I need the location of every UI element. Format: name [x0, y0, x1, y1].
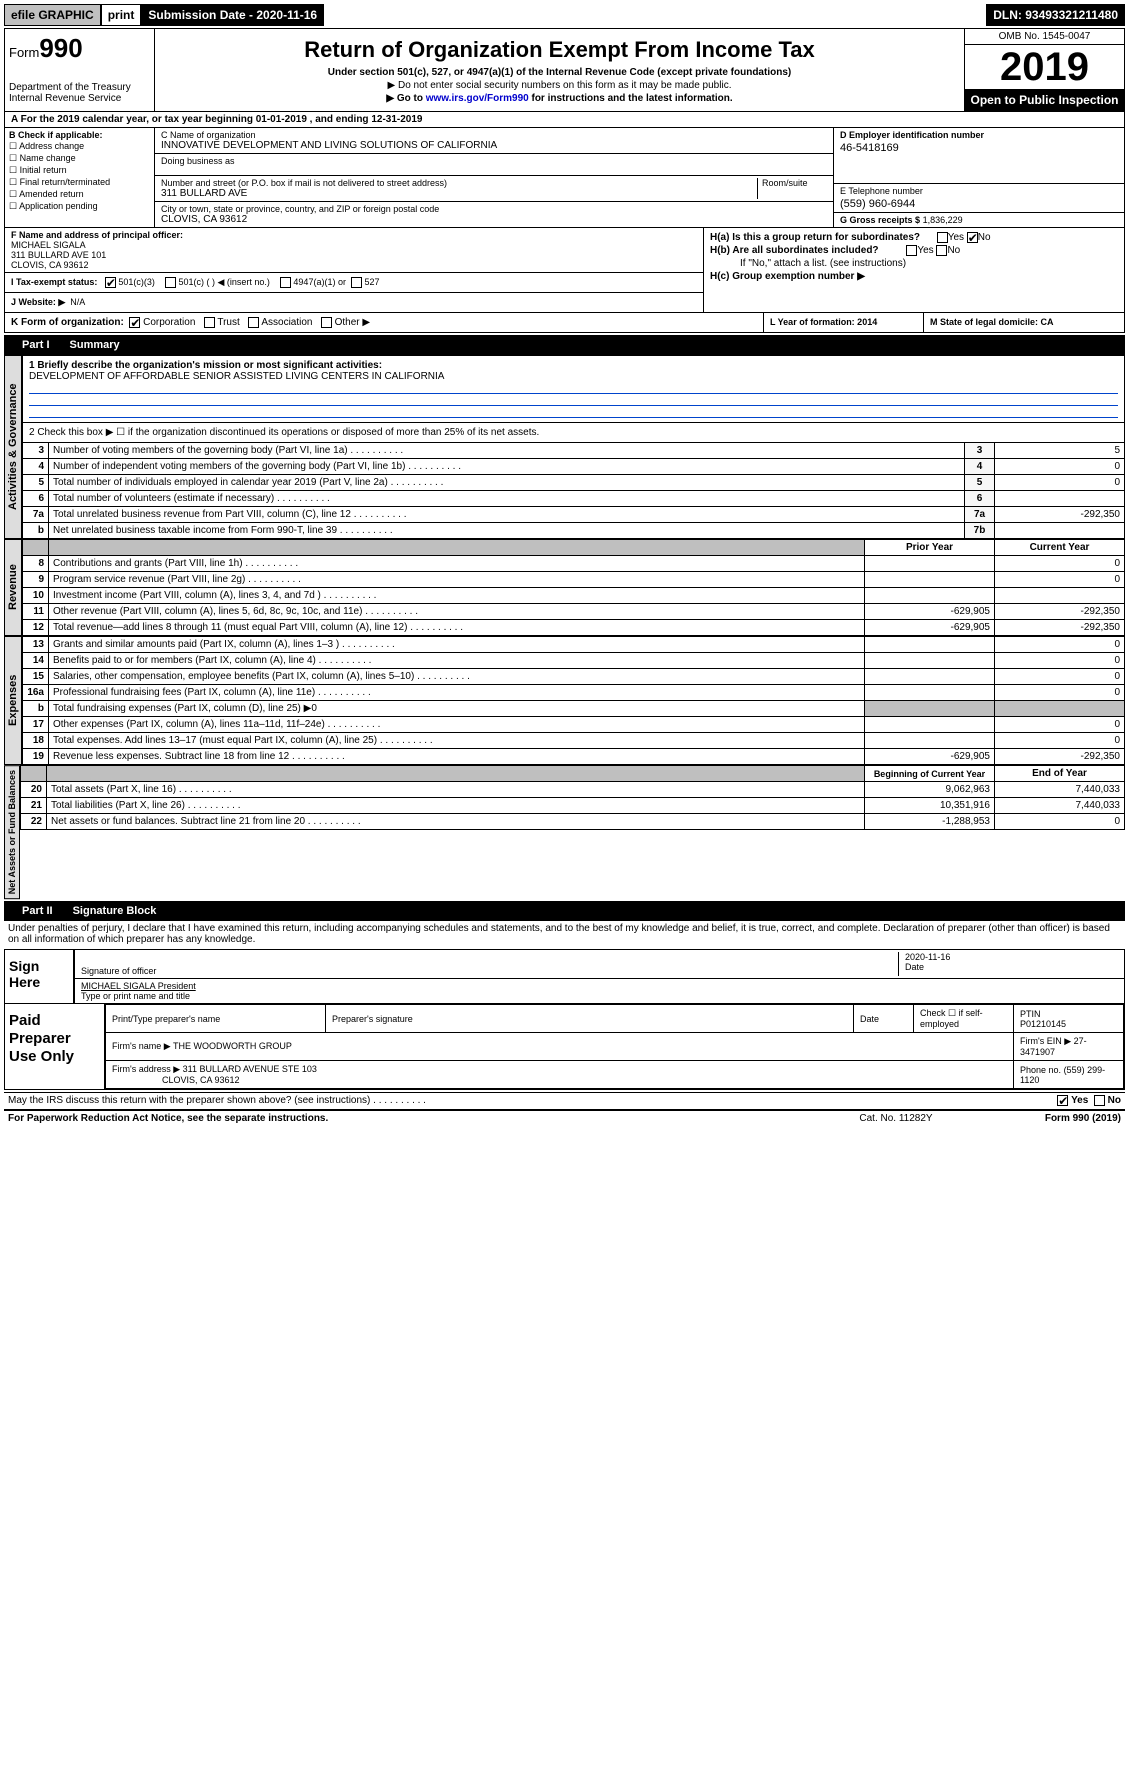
prep-date-label: Date — [854, 1005, 914, 1033]
chk-assoc[interactable] — [248, 317, 259, 328]
top-action-bar: efile GRAPHIC print Submission Date - 20… — [4, 4, 1125, 26]
chk-527[interactable] — [351, 277, 362, 288]
efile-label: efile GRAPHIC — [4, 4, 101, 26]
chk-initial-return[interactable]: ☐ Initial return — [9, 165, 150, 176]
firm-address: 311 BULLARD AVENUE STE 103 — [183, 1064, 317, 1074]
box-b: B Check if applicable: ☐ Address change … — [5, 128, 155, 227]
gross-receipts: 1,836,229 — [923, 215, 963, 225]
box-c: C Name of organizationINNOVATIVE DEVELOP… — [155, 128, 834, 227]
notice-line-1: ▶ Do not enter social security numbers o… — [165, 80, 954, 91]
chk-name-change[interactable]: ☐ Name change — [9, 153, 150, 164]
box-f: F Name and address of principal officer:… — [5, 228, 703, 273]
discuss-no[interactable] — [1094, 1095, 1105, 1106]
box-h: H(a) Is this a group return for subordin… — [704, 228, 1124, 312]
box-j: J Website: ▶ N/A — [5, 293, 703, 312]
chk-trust[interactable] — [204, 317, 215, 328]
q1-label: 1 Briefly describe the organization's mi… — [29, 360, 382, 371]
paid-preparer-block: Paid Preparer Use Only Print/Type prepar… — [4, 1004, 1125, 1090]
chk-address-change[interactable]: ☐ Address change — [9, 141, 150, 152]
chk-other[interactable] — [321, 317, 332, 328]
form-header: Form990 Department of the Treasury Inter… — [4, 28, 1125, 112]
part1-header: Part ISummary — [4, 335, 1125, 355]
expenses-section: Expenses 13Grants and similar amounts pa… — [4, 636, 1125, 765]
q2-label: 2 Check this box ▶ ☐ if the organization… — [22, 422, 1125, 442]
year-box: OMB No. 1545-0047 2019 Open to Public In… — [964, 29, 1124, 111]
form-footer-label: Form 990 (2019) — [971, 1113, 1121, 1124]
ptin-value: P01210145 — [1020, 1019, 1066, 1029]
department-label: Department of the Treasury Internal Reve… — [9, 82, 150, 104]
prep-name-label: Print/Type preparer's name — [106, 1005, 326, 1033]
netassets-table: Beginning of Current YearEnd of Year20To… — [20, 765, 1125, 830]
phone-value: (559) 960-6944 — [840, 198, 1118, 210]
box-m: M State of legal domicile: CA — [924, 313, 1124, 332]
entity-info-row: B Check if applicable: ☐ Address change … — [4, 128, 1125, 228]
prep-self-employed[interactable]: Check ☐ if self-employed — [914, 1005, 1014, 1033]
org-address: 311 BULLARD AVE — [161, 188, 247, 199]
form-subtitle: Under section 501(c), 527, or 4947(a)(1)… — [165, 67, 954, 78]
chk-amended[interactable]: ☐ Amended return — [9, 189, 150, 200]
irs-link[interactable]: www.irs.gov/Form990 — [426, 93, 529, 104]
vert-governance: Activities & Governance — [4, 355, 22, 539]
open-inspection-label: Open to Public Inspection — [965, 89, 1124, 111]
part2-header: Part IISignature Block — [4, 901, 1125, 921]
expenses-table: 13Grants and similar amounts paid (Part … — [22, 636, 1125, 765]
box-i: I Tax-exempt status: 501(c)(3) 501(c) ( … — [5, 273, 703, 293]
vert-netassets: Net Assets or Fund Balances — [4, 765, 20, 899]
discuss-row: May the IRS discuss this return with the… — [4, 1092, 1125, 1108]
dln-label: DLN: 93493321211480 — [986, 4, 1125, 26]
vert-expenses: Expenses — [4, 636, 22, 765]
omb-number: OMB No. 1545-0047 — [965, 29, 1124, 45]
print-button[interactable]: print — [101, 4, 142, 26]
hb-yes[interactable] — [906, 245, 917, 256]
box-l: L Year of formation: 2014 — [764, 313, 924, 332]
hb-no[interactable] — [936, 245, 947, 256]
ha-yes[interactable] — [937, 232, 948, 243]
chk-app-pending[interactable]: ☐ Application pending — [9, 201, 150, 212]
vert-revenue: Revenue — [4, 539, 22, 636]
chk-501c3[interactable] — [105, 277, 116, 288]
org-name: INNOVATIVE DEVELOPMENT AND LIVING SOLUTI… — [161, 140, 497, 151]
chk-4947[interactable] — [280, 277, 291, 288]
row-k: K Form of organization: Corporation Trus… — [4, 313, 1125, 333]
sign-here-label: Sign Here — [5, 950, 75, 1003]
firm-name: THE WOODWORTH GROUP — [173, 1041, 292, 1051]
form-id-box: Form990 Department of the Treasury Inter… — [5, 29, 155, 111]
chk-501c[interactable] — [165, 277, 176, 288]
submission-date: Submission Date - 2020-11-16 — [141, 4, 324, 26]
box-de: D Employer identification number46-54181… — [834, 128, 1124, 227]
chk-corp[interactable] — [129, 317, 140, 328]
form-title: Return of Organization Exempt From Incom… — [165, 37, 954, 63]
notice-line-2: ▶ Go to www.irs.gov/Form990 for instruct… — [165, 93, 954, 104]
org-city: CLOVIS, CA 93612 — [161, 214, 247, 225]
mission-text: DEVELOPMENT OF AFFORDABLE SENIOR ASSISTE… — [29, 371, 444, 382]
chk-final-return[interactable]: ☐ Final return/terminated — [9, 177, 150, 188]
ha-no[interactable] — [967, 232, 978, 243]
officer-printed-name: MICHAEL SIGALA President — [81, 981, 196, 991]
row-a-period: A For the 2019 calendar year, or tax yea… — [4, 112, 1125, 128]
revenue-table: Prior YearCurrent Year8Contributions and… — [22, 539, 1125, 636]
footer-final: For Paperwork Reduction Act Notice, see … — [4, 1109, 1125, 1126]
discuss-yes[interactable] — [1057, 1095, 1068, 1106]
officer-status-row: F Name and address of principal officer:… — [4, 228, 1125, 313]
box-b-label: B Check if applicable: — [9, 130, 103, 140]
sig-date: 2020-11-16 — [905, 952, 950, 962]
form-number: Form990 — [9, 45, 83, 60]
tax-year: 2019 — [965, 45, 1124, 89]
netassets-section: Net Assets or Fund Balances Beginning of… — [4, 765, 1125, 899]
governance-table: 3Number of voting members of the governi… — [22, 442, 1125, 539]
paid-preparer-label: Paid Preparer Use Only — [5, 1004, 105, 1089]
signature-block: Sign Here Signature of officer 2020-11-1… — [4, 949, 1125, 1004]
perjury-declaration: Under penalties of perjury, I declare th… — [4, 921, 1125, 947]
revenue-section: Revenue Prior YearCurrent Year8Contribut… — [4, 539, 1125, 636]
prep-sig-label: Preparer's signature — [326, 1005, 854, 1033]
ein-value: 46-5418169 — [840, 142, 1118, 154]
officer-name: MICHAEL SIGALA — [11, 240, 86, 250]
form-title-box: Return of Organization Exempt From Incom… — [155, 29, 964, 111]
box-c-wrap: C Name of organizationINNOVATIVE DEVELOP… — [155, 128, 1124, 227]
governance-section: Activities & Governance 1 Briefly descri… — [4, 355, 1125, 539]
